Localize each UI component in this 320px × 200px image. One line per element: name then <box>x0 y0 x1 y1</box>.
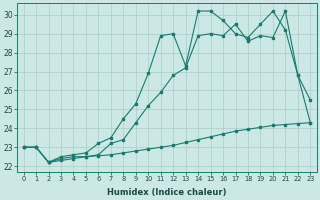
X-axis label: Humidex (Indice chaleur): Humidex (Indice chaleur) <box>107 188 227 197</box>
